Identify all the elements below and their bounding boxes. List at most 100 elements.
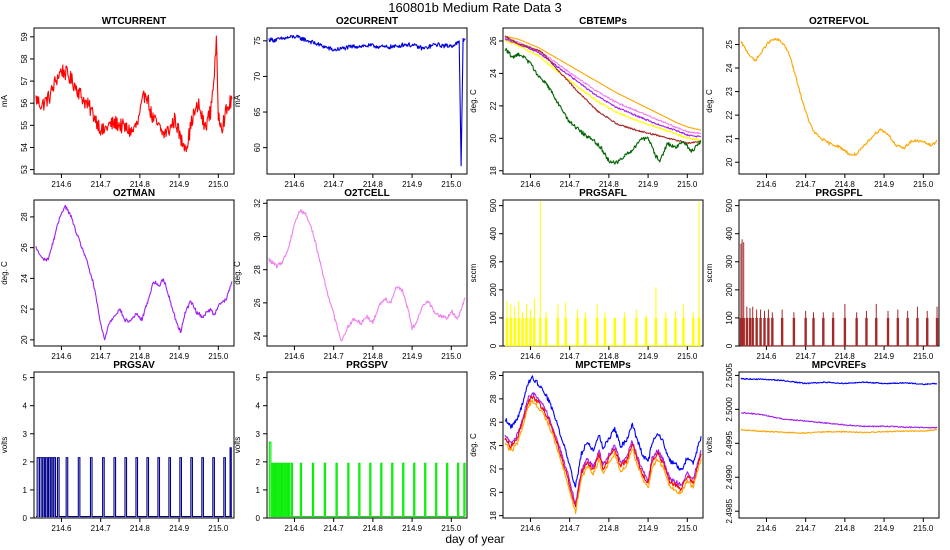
series-line-blue xyxy=(740,377,938,386)
y-tick-label: 500 xyxy=(489,198,498,212)
x-tick-label: 215.0 xyxy=(441,180,462,189)
y-tick-label: 24 xyxy=(253,331,262,340)
y-axis-label: deg. C xyxy=(233,261,242,285)
panel-title: PRGSAFL xyxy=(579,188,627,199)
y-tick-label: 300 xyxy=(725,255,734,269)
x-tick-label: 214.9 xyxy=(169,180,190,189)
y-tick-label: 23 xyxy=(725,87,734,96)
x-tick-label: 214.6 xyxy=(520,352,541,361)
x-tick-label: 214.9 xyxy=(169,352,190,361)
x-tick-label: 214.8 xyxy=(599,180,620,189)
series-line-blue xyxy=(504,375,702,488)
y-tick-label: 18 xyxy=(489,511,498,520)
y-tick-label: 24 xyxy=(20,273,29,282)
y-axis-label: mA xyxy=(233,94,242,107)
y-axis-label: volts xyxy=(233,437,242,453)
y-tick-label: 22 xyxy=(489,464,498,473)
chart-panel-prgspv: PRGSPV 214.6 214.7 214.8 214.9 215.0 0 1 2 3 4 5 vol… xyxy=(233,360,468,533)
y-tick-label: 21 xyxy=(725,134,734,143)
y-tick-label: 200 xyxy=(725,283,734,297)
x-tick-label: 215.0 xyxy=(913,352,934,361)
y-tick-label: 30 xyxy=(489,371,498,380)
plot-frame xyxy=(738,27,940,175)
x-tick-label: 215.0 xyxy=(441,524,462,533)
panel-title: MPCTEMPs xyxy=(575,360,631,371)
x-tick-label: 215.0 xyxy=(913,524,934,533)
chart-panel-cbtemps: CBTEMPs 214.6 214.7 214.8 214.9 215.0 18 20 22 24… xyxy=(469,16,704,189)
y-axis-label: volts xyxy=(705,437,714,453)
x-tick-label: 214.8 xyxy=(130,524,151,533)
y-tick-label: 4 xyxy=(23,402,28,411)
series-line-purple xyxy=(504,38,702,138)
x-tick-label: 214.7 xyxy=(324,352,345,361)
y-tick-label: 28 xyxy=(489,394,498,403)
x-tick-label: 214.9 xyxy=(874,352,895,361)
panel-title: CBTEMPs xyxy=(579,16,627,27)
x-tick-label: 214.9 xyxy=(638,352,659,361)
y-axis-label: mA xyxy=(0,94,9,107)
chart-panel-o2current: O2CURRENT 214.6 214.7 214.8 214.9 215.0 60 65 70… xyxy=(233,16,468,189)
y-tick-label: 200 xyxy=(489,283,498,297)
y-tick-label: 22 xyxy=(725,110,734,119)
y-tick-label: 56 xyxy=(20,98,29,107)
series-line-o2current xyxy=(268,34,466,167)
y-tick-label: 3 xyxy=(256,430,261,439)
panel-title: PRGSPV xyxy=(346,360,388,371)
x-tick-label: 214.8 xyxy=(835,352,856,361)
chart-panel-o2tcell: O2TCELL 214.6 214.7 214.8 214.9 215.0 24 26 28 30… xyxy=(233,188,468,361)
y-tick-label: 57 xyxy=(20,76,29,85)
y-axis-label: deg. C xyxy=(0,261,9,285)
y-tick-label: 20 xyxy=(725,157,734,166)
y-tick-label: 26 xyxy=(20,243,29,252)
x-tick-label: 214.8 xyxy=(363,180,384,189)
x-tick-label: 214.6 xyxy=(284,352,305,361)
series-line-violet xyxy=(504,36,702,135)
x-tick-label: 214.9 xyxy=(874,180,895,189)
x-tick-label: 215.0 xyxy=(677,180,698,189)
x-tick-label: 215.0 xyxy=(208,180,229,189)
y-tick-label: 5 xyxy=(23,374,28,383)
y-tick-label: 400 xyxy=(725,226,734,240)
series-line-orange xyxy=(504,399,702,515)
panel-title: MPCVREFs xyxy=(812,360,867,371)
plot-frame xyxy=(266,199,468,347)
x-tick-label: 214.6 xyxy=(51,352,72,361)
y-tick-label: 100 xyxy=(489,311,498,325)
x-tick-label: 214.6 xyxy=(756,524,777,533)
y-tick-label: 26 xyxy=(253,298,262,307)
x-tick-label: 214.6 xyxy=(51,524,72,533)
x-tick-label: 215.0 xyxy=(441,352,462,361)
y-tick-label: 26 xyxy=(489,417,498,426)
x-tick-label: 214.7 xyxy=(796,180,817,189)
y-tick-label: 25 xyxy=(725,39,734,48)
y-tick-label: 400 xyxy=(489,226,498,240)
figure-title: 160801b Medium Rate Data 3 xyxy=(388,0,561,15)
y-tick-label: 24 xyxy=(489,68,498,77)
y-tick-label: 24 xyxy=(725,63,734,72)
y-axis-label: deg. C xyxy=(469,89,478,113)
x-tick-label: 214.8 xyxy=(130,180,151,189)
x-tick-label: 214.7 xyxy=(796,352,817,361)
x-tick-label: 214.7 xyxy=(560,524,581,533)
y-axis-label: volts xyxy=(0,437,9,453)
y-axis-label: sccm xyxy=(705,263,714,282)
y-tick-label: 2.4990 xyxy=(725,464,734,489)
x-tick-label: 214.9 xyxy=(402,180,423,189)
x-tick-label: 214.6 xyxy=(520,524,541,533)
y-tick-label: 60 xyxy=(253,143,262,152)
chart-panel-wtcurrent: WTCURRENT 214.6 214.7 214.8 214.9 215.0 53 54 55… xyxy=(0,16,235,189)
y-tick-label: 5 xyxy=(256,374,261,383)
series-line-purple xyxy=(504,391,702,505)
x-tick-label: 214.7 xyxy=(91,524,112,533)
series-line-orange xyxy=(740,428,938,435)
y-tick-label: 2.5005 xyxy=(725,363,734,388)
x-tick-label: 215.0 xyxy=(677,352,698,361)
series-line-purple xyxy=(740,411,938,429)
y-tick-label: 24 xyxy=(489,441,498,450)
y-tick-label: 2.4985 xyxy=(725,498,734,523)
y-tick-label: 4 xyxy=(256,402,261,411)
y-tick-label: 75 xyxy=(253,36,262,45)
x-tick-label: 214.7 xyxy=(324,180,345,189)
y-axis-label: deg. C xyxy=(705,89,714,113)
series-line-o2tcell xyxy=(268,209,466,342)
